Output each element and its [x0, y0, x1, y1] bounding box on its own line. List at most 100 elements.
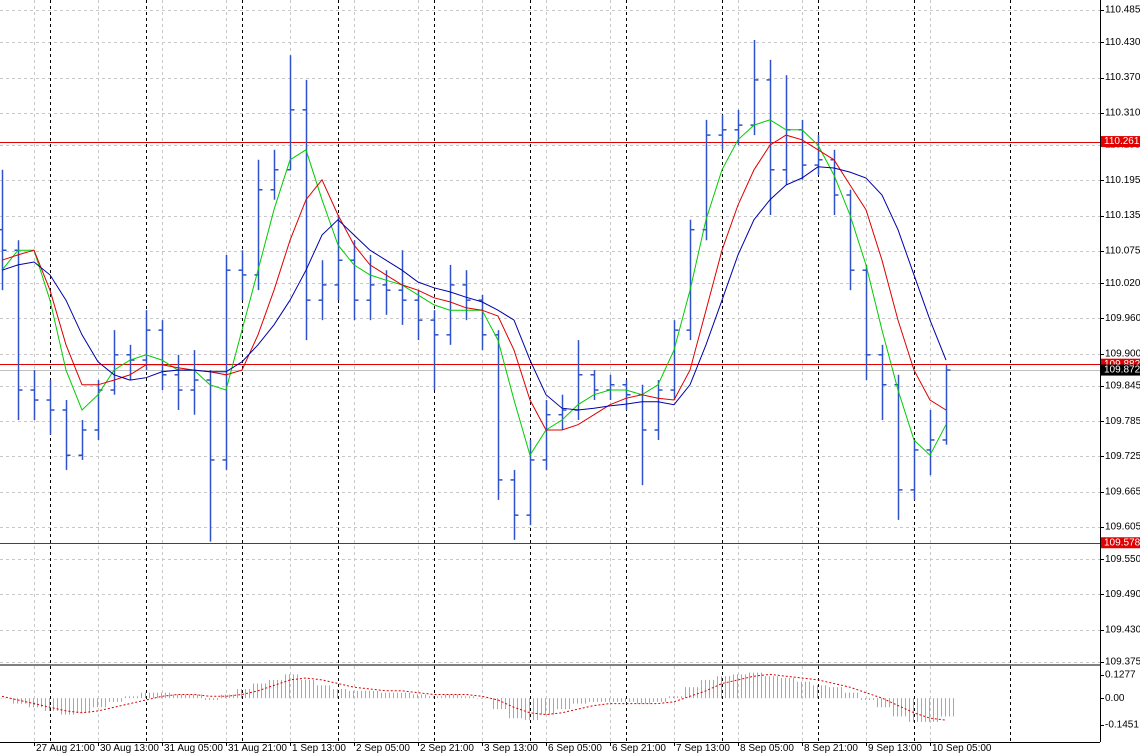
- level-label-bg: [1101, 136, 1140, 148]
- histogram-bar: [346, 690, 362, 699]
- ma-line: [1, 119, 947, 457]
- histogram-bar: [266, 679, 282, 699]
- y-tick-label: 0.00: [1105, 693, 1125, 704]
- x-tick-label: 30 Aug 13:00: [100, 743, 159, 754]
- y-tick-label: 110.310: [1105, 107, 1140, 118]
- histogram-bar: [570, 698, 586, 704]
- y-tick-label: 110.430: [1105, 37, 1140, 48]
- x-tick-label: 1 Sep 13:00: [292, 743, 346, 754]
- y-tick-label: 109.550: [1105, 554, 1140, 565]
- histogram-bar: [810, 685, 826, 699]
- histogram-bar: [714, 676, 730, 699]
- histogram-bar: [682, 687, 698, 699]
- histogram-bar: [282, 674, 298, 699]
- histogram-bar: [634, 698, 650, 704]
- y-tick-label: 110.075: [1105, 245, 1140, 256]
- grid-layer: [0, 0, 1100, 742]
- y-tick-label: 109.665: [1105, 486, 1140, 497]
- y-tick-label: 110.195: [1105, 175, 1140, 186]
- histogram-bar: [234, 689, 250, 699]
- y-tick-label: 109.785: [1105, 416, 1140, 427]
- x-tick-label: 9 Sep 13:00: [868, 743, 922, 754]
- histogram-bar: [26, 698, 42, 708]
- histogram-bar: [666, 696, 682, 699]
- histogram-bar: [0, 698, 10, 699]
- histogram-bar: [602, 698, 618, 702]
- y-tick-label: 109.430: [1105, 624, 1140, 635]
- x-tick-label: 10 Sep 05:00: [932, 743, 992, 754]
- histogram-bar: [474, 698, 490, 699]
- x-tick-label: 31 Aug 21:00: [228, 743, 287, 754]
- level-label: 109.882: [1104, 359, 1140, 370]
- histogram-bar: [938, 698, 954, 717]
- histogram-bar: [490, 698, 506, 710]
- histogram-bar: [298, 679, 314, 699]
- histogram-bar: [218, 694, 234, 699]
- histogram-bar: [138, 692, 154, 699]
- level-label: 110.261: [1104, 136, 1140, 147]
- x-tick-label: 6 Sep 21:00: [612, 743, 666, 754]
- histogram-bar: [778, 678, 794, 699]
- x-tick-label: 2 Sep 21:00: [420, 743, 474, 754]
- histogram-bar: [58, 698, 74, 715]
- x-tick-label: 8 Sep 21:00: [804, 743, 858, 754]
- histogram-bar: [618, 698, 634, 702]
- y-tick-label: 110.135: [1105, 210, 1140, 221]
- moving-averages: [1, 119, 947, 457]
- histogram-bar: [650, 698, 666, 702]
- histogram-bar: [698, 679, 714, 699]
- histogram-bar: [74, 698, 90, 713]
- y-tick-label: 110.485: [1105, 5, 1140, 16]
- histogram-bar: [394, 692, 410, 699]
- histogram-bar: [586, 698, 602, 702]
- histogram-bar: [890, 698, 906, 717]
- histogram-bar: [330, 689, 346, 699]
- histogram-bar: [554, 698, 570, 710]
- histogram-bar: [538, 698, 554, 715]
- level-label-bg: [1101, 537, 1140, 549]
- histogram-bar: [922, 698, 938, 722]
- y-tick-label: 109.960: [1105, 313, 1140, 324]
- histogram-bar: [746, 672, 762, 699]
- ma-line: [1, 134, 947, 431]
- y-tick-label: 110.370: [1105, 72, 1140, 83]
- ma-line: [1, 166, 947, 411]
- histogram-bar: [458, 696, 474, 699]
- histogram-bar: [186, 694, 202, 699]
- histogram-bar: [762, 676, 778, 699]
- histogram-bar: [426, 696, 442, 699]
- histogram-bar: [202, 698, 218, 700]
- x-tick-label: 31 Aug 05:00: [164, 743, 223, 754]
- histogram-bar: [362, 690, 378, 699]
- axes: 110.485110.430110.370110.310110.255110.1…: [34, 5, 1140, 754]
- histogram-bar: [826, 687, 842, 699]
- histogram-bar: [410, 694, 426, 699]
- y-tick-label: 109.900: [1105, 348, 1140, 359]
- histogram-bar: [122, 696, 138, 699]
- level-label-bg: [1101, 364, 1140, 376]
- signal-line: [1, 673, 947, 721]
- level-label-bg: [1101, 358, 1140, 370]
- period-separators: [50, 0, 1011, 742]
- histogram-bar: [906, 698, 922, 722]
- histogram-bar: [170, 694, 186, 699]
- x-tick-label: 8 Sep 05:00: [740, 743, 794, 754]
- x-tick-label: 2 Sep 05:00: [356, 743, 410, 754]
- y-tick-label: -0.1451: [1105, 719, 1139, 730]
- y-tick-label: 109.490: [1105, 589, 1140, 600]
- histogram-bar: [314, 685, 330, 699]
- y-tick-label: 109.725: [1105, 451, 1140, 462]
- histogram-bar: [42, 698, 58, 711]
- indicator: [0, 672, 954, 722]
- histogram-bar: [794, 681, 810, 699]
- histogram-bar: [90, 698, 106, 708]
- histogram-bar: [858, 698, 874, 700]
- level-label: 109.578: [1104, 537, 1140, 548]
- x-tick-label: 3 Sep 13:00: [484, 743, 538, 754]
- level-label: 109.872: [1104, 365, 1140, 376]
- histogram-bar: [842, 692, 858, 699]
- y-tick-label: 109.605: [1105, 522, 1140, 533]
